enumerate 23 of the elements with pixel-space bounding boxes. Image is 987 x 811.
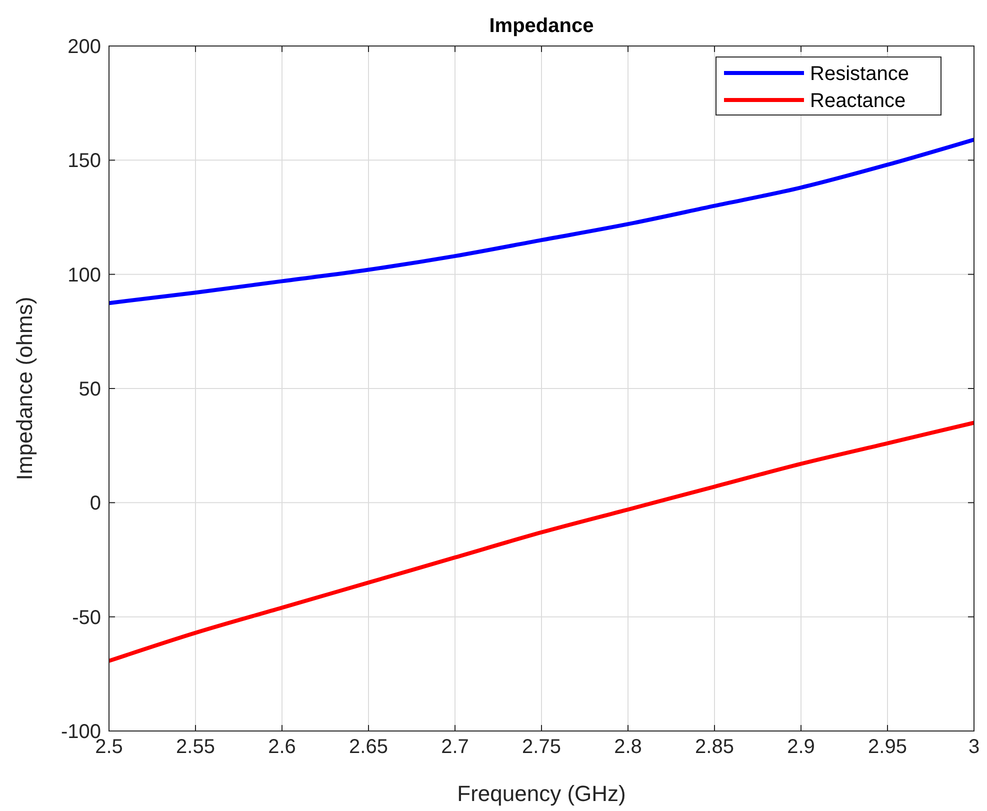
y-tick-label: -50 [72, 606, 101, 629]
x-tick-label: 2.75 [522, 736, 561, 758]
x-tick-label: 2.85 [695, 736, 734, 758]
y-tick-label: 200 [68, 36, 101, 58]
x-tick-label: 2.7 [441, 736, 469, 758]
y-tick-label: 0 [90, 492, 101, 515]
x-tick-label: 3 [968, 736, 980, 758]
y-tick-label: 50 [78, 378, 101, 400]
legend-label: Resistance [810, 63, 909, 85]
x-axis-title: Frequency (GHz) [457, 781, 626, 806]
chart-title: Impedance [489, 15, 594, 37]
y-tick-label: 150 [68, 150, 101, 172]
y-tick-label: 100 [68, 264, 101, 286]
x-tick-label: 2.6 [268, 736, 296, 758]
legend-label: Reactance [810, 90, 906, 112]
y-axis-title: Impedance (ohms) [12, 296, 37, 480]
x-tick-label: 2.95 [868, 736, 907, 758]
line-series [107, 138, 976, 306]
line-series [107, 420, 976, 663]
x-tick-label: 2.9 [787, 736, 815, 758]
x-tick-label: 2.8 [614, 736, 642, 758]
x-tick-label: 2.55 [176, 736, 215, 758]
x-tick-label: 2.65 [349, 736, 388, 758]
